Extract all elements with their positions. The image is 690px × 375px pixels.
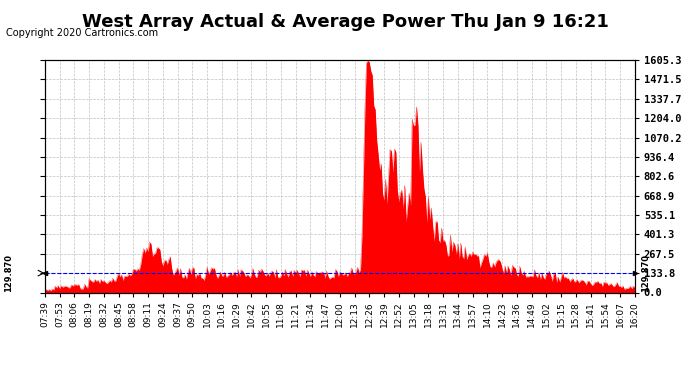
Text: 129.870: 129.870	[640, 254, 650, 292]
Text: West Array Actual & Average Power Thu Jan 9 16:21: West Array Actual & Average Power Thu Ja…	[81, 13, 609, 31]
Text: Copyright 2020 Cartronics.com: Copyright 2020 Cartronics.com	[6, 28, 157, 38]
Text: 129.870: 129.870	[3, 254, 13, 292]
